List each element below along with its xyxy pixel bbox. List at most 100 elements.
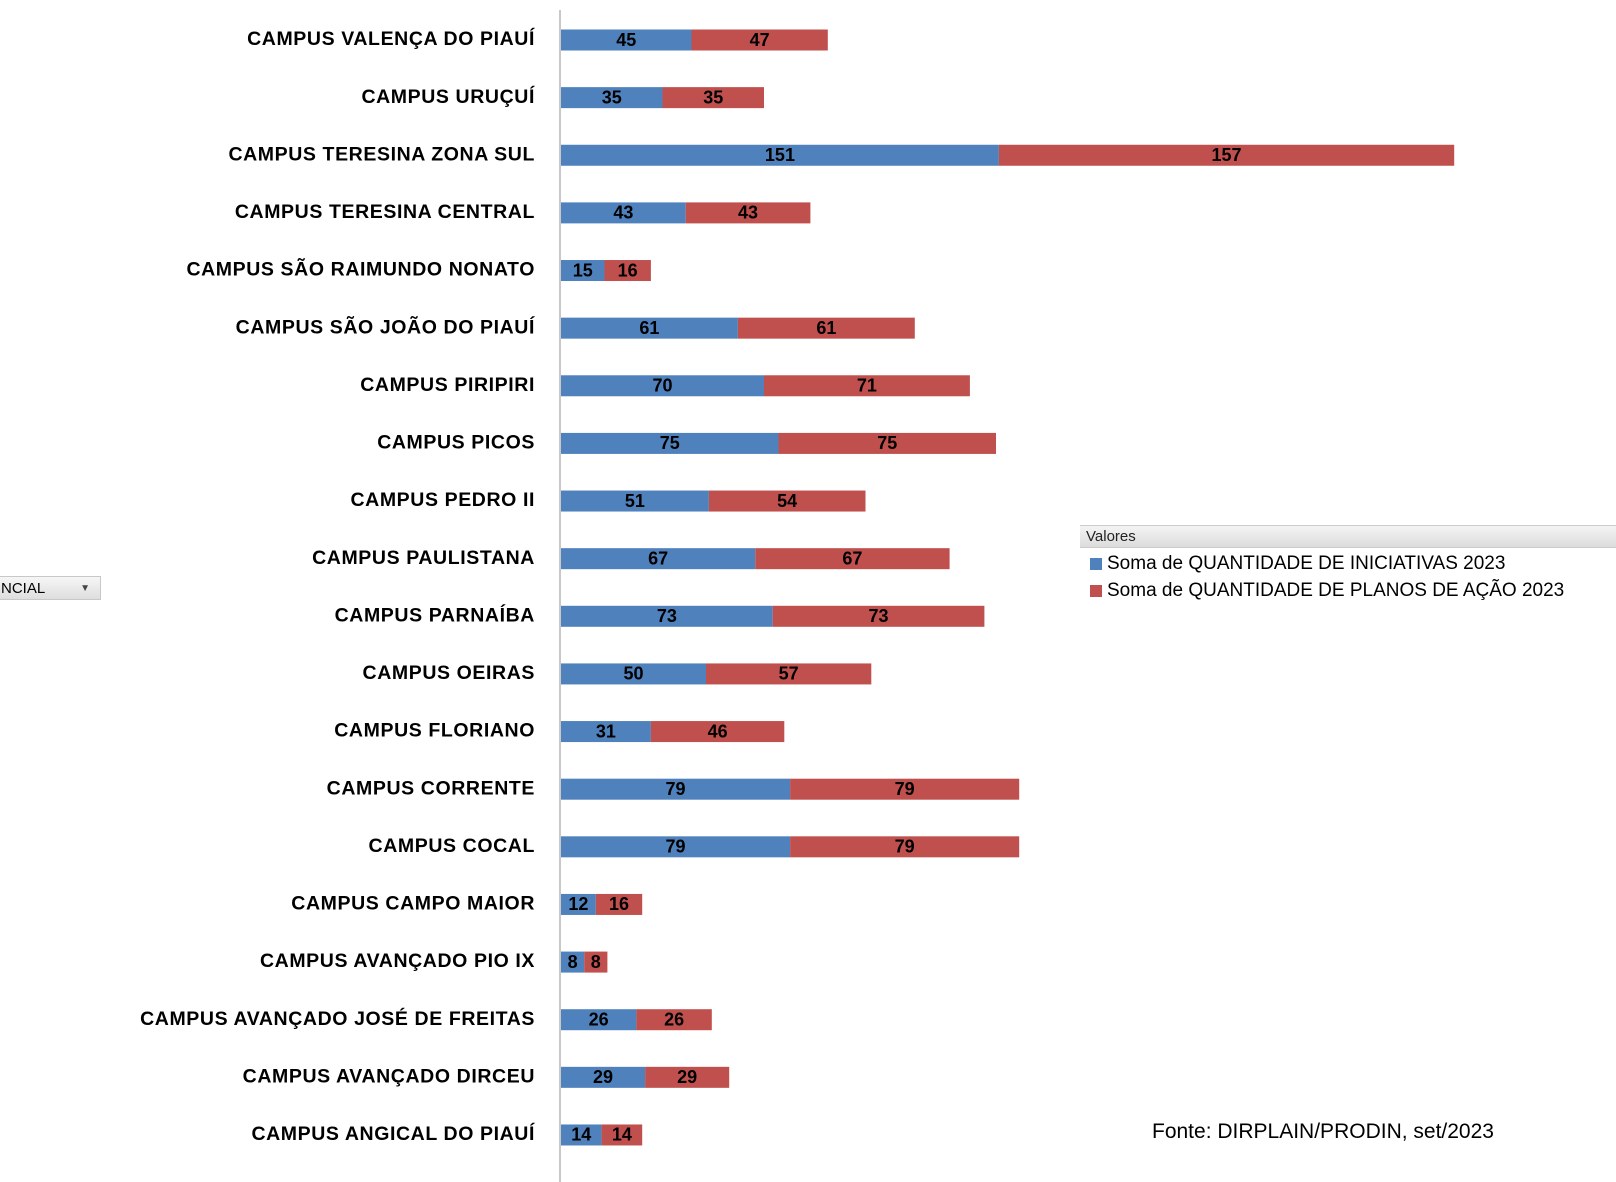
category-label: CAMPUS PICOS [377, 432, 535, 454]
bar-segment [645, 1066, 730, 1088]
bar-segment [998, 144, 1455, 166]
bar-segment [662, 87, 764, 109]
legend-swatch [1090, 558, 1102, 570]
value-label: 16 [609, 894, 629, 914]
bar-segment [561, 893, 596, 915]
legend-item: Soma de QUANTIDADE DE INICIATIVAS 2023 [1080, 553, 1580, 575]
category-label: CAMPUS PIRIPIRI [360, 374, 535, 396]
filter-button[interactable]: NCIAL ▼ [0, 576, 101, 600]
category-label: CAMPUS AVANÇADO JOSÉ DE FREITAS [140, 1007, 535, 1030]
bar-segment [636, 1009, 712, 1031]
bar-segment [561, 951, 585, 973]
category-label: CAMPUS AVANÇADO DIRCEU [243, 1065, 535, 1087]
bar-segment [708, 490, 866, 512]
legend-swatch [1090, 585, 1102, 597]
bar-segment [561, 721, 651, 743]
value-label: 43 [738, 203, 758, 223]
category-label: CAMPUS SÃO RAIMUNDO NONATO [186, 258, 535, 281]
bar-segment [737, 317, 915, 339]
value-label: 67 [648, 548, 668, 568]
value-label: 54 [777, 491, 797, 511]
category-label: CAMPUS PARNAÍBA [335, 603, 535, 626]
legend-title: Valores [1080, 525, 1616, 548]
bar-segment [764, 375, 970, 397]
value-label: 151 [765, 145, 795, 165]
value-label: 75 [660, 433, 680, 453]
value-label: 73 [657, 606, 677, 626]
bar-segment [561, 1009, 637, 1031]
bar-segment [685, 202, 811, 224]
category-label: CAMPUS COCAL [369, 835, 535, 857]
category-label: CAMPUS URUÇUÍ [361, 85, 535, 108]
value-label: 14 [571, 1125, 591, 1145]
bar-segment [561, 29, 692, 51]
bar-segment [561, 663, 706, 685]
bar-segment [595, 893, 643, 915]
bar-segment [561, 605, 773, 627]
bar-segment [561, 144, 999, 166]
category-label: CAMPUS FLORIANO [334, 720, 535, 742]
bar-segment [584, 951, 608, 973]
value-label: 157 [1212, 145, 1242, 165]
bar-segment [561, 432, 779, 454]
legend-text: Soma de QUANTIDADE DE PLANOS DE AÇÃO 202… [1107, 580, 1565, 601]
bar-segment [790, 836, 1020, 858]
category-label: CAMPUS OEIRAS [363, 662, 535, 684]
bar-segment [561, 375, 764, 397]
bar-segment [772, 605, 985, 627]
bar-segment [561, 1124, 602, 1146]
value-label: 14 [612, 1125, 632, 1145]
value-label: 50 [623, 664, 643, 684]
bar-segment [706, 663, 872, 685]
category-label: CAMPUS CORRENTE [327, 777, 535, 799]
value-label: 45 [616, 30, 636, 50]
value-label: 29 [677, 1067, 697, 1087]
bar-segment [561, 836, 791, 858]
value-label: 57 [779, 664, 799, 684]
category-label: CAMPUS TERESINA CENTRAL [235, 201, 535, 223]
value-label: 61 [639, 318, 659, 338]
value-label: 71 [857, 376, 877, 396]
value-label: 61 [816, 318, 836, 338]
category-label: CAMPUS PAULISTANA [312, 547, 535, 569]
category-label: CAMPUS VALENÇA DO PIAUÍ [247, 27, 535, 50]
value-label: 79 [666, 779, 686, 799]
bar-segment [561, 202, 686, 224]
bar-segment [601, 1124, 643, 1146]
bar-segment [778, 432, 996, 454]
value-label: 31 [596, 721, 616, 741]
value-label: 8 [591, 952, 601, 972]
category-label: CAMPUS PEDRO II [350, 489, 535, 511]
value-label: 29 [593, 1067, 613, 1087]
bar-segment [561, 317, 738, 339]
bar-segment [561, 490, 709, 512]
value-label: 47 [750, 30, 770, 50]
legend: Valores Soma de QUANTIDADE DE INICIATIVA… [1080, 525, 1616, 602]
bar-segment [561, 260, 605, 282]
bar-segment [561, 548, 756, 570]
bar-segment [650, 721, 785, 743]
category-label: CAMPUS SÃO JOÃO DO PIAUÍ [236, 315, 535, 338]
category-label: CAMPUS CAMPO MAIOR [291, 893, 535, 915]
bar-segment [561, 778, 791, 800]
value-label: 43 [613, 203, 633, 223]
bar-segment [755, 548, 950, 570]
legend-text: Soma de QUANTIDADE DE INICIATIVAS 2023 [1107, 553, 1506, 574]
value-label: 26 [589, 1009, 609, 1029]
value-label: 51 [625, 491, 645, 511]
value-label: 46 [708, 721, 728, 741]
legend-item: Soma de QUANTIDADE DE PLANOS DE AÇÃO 202… [1080, 580, 1580, 602]
value-label: 75 [877, 433, 897, 453]
value-label: 15 [573, 260, 593, 280]
bar-segment [691, 29, 828, 51]
dropdown-arrow: ▼ [80, 583, 90, 594]
category-label: CAMPUS ANGICAL DO PIAUÍ [251, 1122, 535, 1145]
value-label: 73 [869, 606, 889, 626]
value-label: 12 [568, 894, 588, 914]
bar-segment [561, 1066, 646, 1088]
value-label: 16 [618, 260, 638, 280]
value-label: 70 [652, 376, 672, 396]
category-label: CAMPUS TERESINA ZONA SUL [228, 143, 535, 165]
